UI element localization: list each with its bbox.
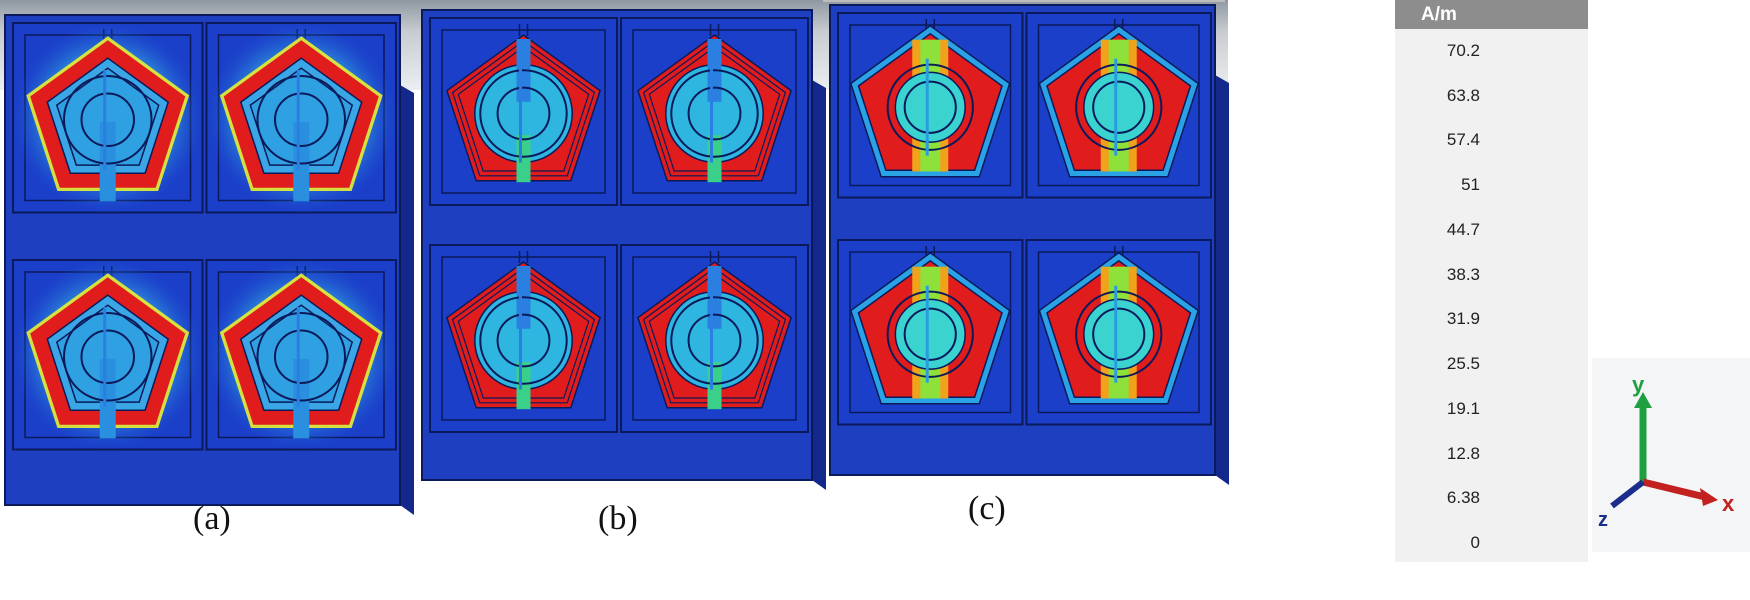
legend-tick-label: 63.8 (1446, 85, 1480, 105)
unit-cell (12, 259, 204, 451)
coordinate-axes: y x z (1592, 358, 1750, 552)
unit-cell (205, 259, 397, 451)
legend-tick-label: 12.8 (1446, 443, 1480, 463)
unit-cell (620, 17, 809, 206)
unit-cell (837, 239, 1024, 426)
x-axis-label: x (1722, 491, 1735, 516)
z-axis-arrow (1610, 479, 1645, 509)
panel-label-b: (b) (598, 500, 638, 537)
panel-a (4, 14, 414, 515)
unit-cell (12, 22, 204, 214)
z-axis-label: z (1598, 509, 1608, 531)
panel-c (829, 4, 1229, 485)
unit-cell (620, 244, 809, 433)
unit-cell (1025, 239, 1212, 426)
x-axis-arrow (1642, 478, 1706, 501)
legend-tick-label: 25.5 (1446, 354, 1480, 374)
legend-tick-label: 51 (1461, 175, 1480, 195)
unit-cell (429, 17, 618, 206)
panel-label-c: (c) (968, 490, 1006, 527)
y-axis-label: y (1632, 372, 1645, 397)
unit-cell (205, 22, 397, 214)
legend-tick-label: 44.7 (1446, 219, 1480, 239)
legend-tick-label: 0 (1470, 533, 1480, 552)
color-legend: A/m 70.2 63.8 57.4 51 44.7 38.3 31.9 25.5 19.1 12… (1395, 0, 1588, 562)
legend-tick-label: 6.38 (1446, 488, 1480, 508)
panel-b (421, 9, 826, 490)
legend-tick-label: 57.4 (1446, 130, 1480, 150)
legend-tick-label: 70.2 (1446, 41, 1480, 60)
legend-tick-label: 31.9 (1446, 309, 1480, 329)
panel-label-a: (a) (193, 500, 231, 537)
legend-tick-label: 38.3 (1446, 264, 1480, 284)
unit-cell (837, 12, 1024, 199)
unit-cell (1025, 12, 1212, 199)
legend-tick-label: 19.1 (1446, 398, 1480, 418)
unit-cell (429, 244, 618, 433)
legend-unit: A/m (1395, 0, 1588, 29)
